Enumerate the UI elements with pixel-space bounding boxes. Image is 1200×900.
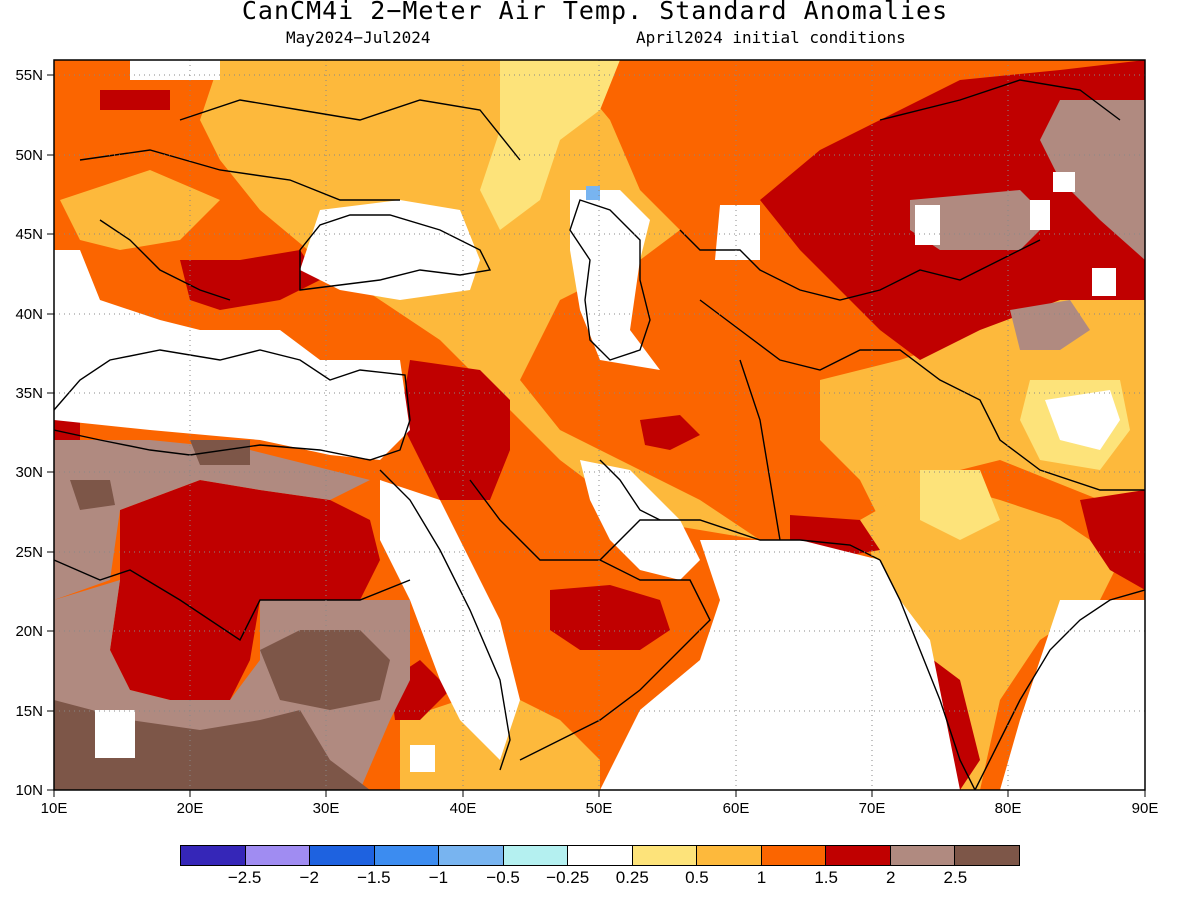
y-tick-label: 35N [15, 385, 43, 402]
y-tick-label: 10N [15, 782, 43, 799]
colorbar-swatch [439, 846, 504, 865]
colorbar-label: −2.5 [227, 868, 262, 887]
colorbar-swatch [181, 846, 246, 865]
colorbar-swatch [374, 846, 440, 865]
y-tick-label: 25N [15, 544, 43, 561]
colorbar-swatch [310, 846, 375, 865]
colorbar-label: 1 [756, 868, 767, 887]
colorbar-swatch [568, 846, 633, 865]
colorbar-swatch [632, 846, 698, 865]
colorbar-label: −0.25 [546, 868, 590, 887]
x-tick-label: 90E [1132, 800, 1159, 817]
colorbar-label: 2 [886, 868, 896, 887]
forecast-period: May2024−Jul2024 [286, 28, 431, 47]
colorbar-swatch [761, 846, 827, 865]
x-tick-label: 20E [177, 800, 204, 817]
colorbar-label: 1.5 [814, 868, 838, 887]
map-title: CanCM4i 2−Meter Air Temp. Standard Anoma… [241, 0, 949, 25]
colorbar-label: 2.5 [943, 868, 968, 887]
colorbar-label: −1.5 [357, 868, 391, 887]
x-tick-label: 60E [723, 800, 750, 817]
y-tick-label: 50N [15, 147, 43, 164]
colorbar-label: −1 [428, 868, 449, 887]
x-tick-label: 30E [313, 800, 340, 817]
colorbar-label: −0.5 [486, 868, 520, 887]
colorbar-swatch [245, 846, 311, 865]
x-tick-label: 70E [859, 800, 886, 817]
colorbar-swatch [826, 846, 891, 865]
gridlines [54, 60, 1145, 790]
y-axis-labels: 10N 15N 20N 25N 30N 35N 40N 45N 50N 55N [15, 67, 43, 799]
colorbar-label: 0.25 [615, 868, 649, 887]
y-tick-label: 30N [15, 464, 43, 481]
colorbar-swatch [955, 846, 1019, 865]
x-axis-labels: 10E 20E 30E 40E 50E 60E 70E 80E 90E [41, 800, 1159, 817]
colorbar-swatch [697, 846, 762, 865]
y-tick-label: 15N [15, 703, 43, 720]
x-tick-label: 10E [41, 800, 68, 817]
colorbar-swatch [503, 846, 569, 865]
y-tick-label: 55N [15, 67, 43, 84]
colorbar-swatch [890, 846, 956, 865]
neutral-areas [54, 60, 1145, 790]
colorbar-label: 0.5 [685, 868, 709, 887]
x-tick-label: 40E [450, 800, 477, 817]
tick-marks [47, 74, 1146, 797]
colorbar-label: −2 [299, 868, 319, 887]
y-tick-label: 45N [15, 226, 43, 243]
blue-anomaly-patch [586, 186, 600, 200]
x-tick-label: 50E [586, 800, 613, 817]
initial-conditions: April2024 initial conditions [636, 28, 906, 47]
x-tick-label: 80E [995, 800, 1022, 817]
colorbar-labels: −2.5 −2 −1.5 −1 −0.5 −0.25 0.25 0.5 1 1.5 2 2.5 [0, 868, 1200, 892]
y-tick-label: 20N [15, 623, 43, 640]
y-tick-label: 40N [15, 306, 43, 323]
colorbar [180, 845, 1020, 866]
